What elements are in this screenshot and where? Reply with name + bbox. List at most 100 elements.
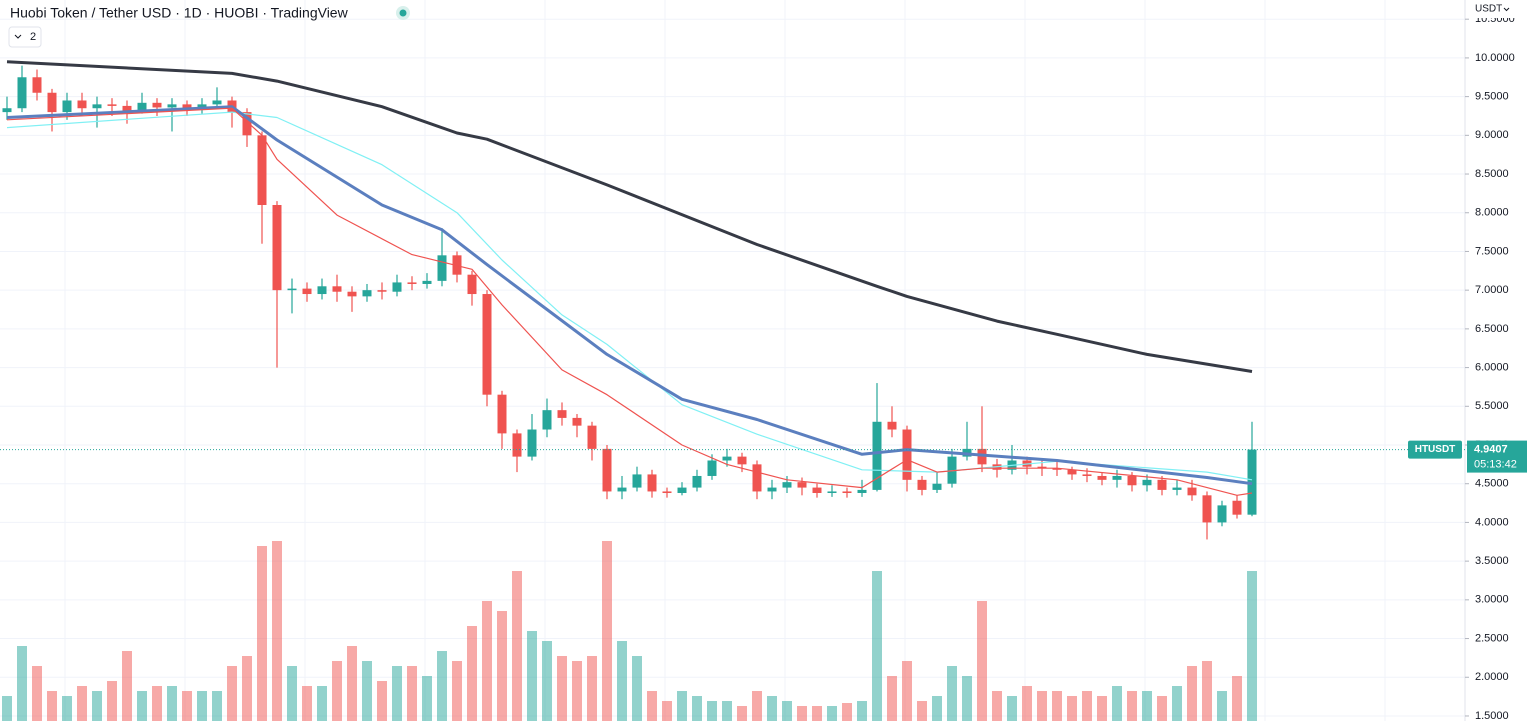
last-price: 4.9407 [1474, 443, 1508, 455]
volume-bar [827, 706, 837, 721]
candle-body [437, 255, 447, 281]
volume-bar [152, 686, 162, 721]
candle-body [122, 105, 132, 111]
candle-body [527, 429, 537, 457]
moving-average [6, 60, 1253, 373]
candle-body [842, 491, 852, 494]
price-tag [1467, 440, 1527, 473]
volume-bar [1007, 696, 1017, 721]
volume-bar [437, 651, 447, 721]
price-axis [1465, 0, 1533, 721]
candle-body [1097, 475, 1107, 480]
candle-body [467, 274, 477, 295]
volume-bar [962, 676, 972, 721]
volume-bar [542, 641, 552, 721]
candle-body [47, 92, 57, 113]
volume-bar [617, 641, 627, 721]
y-tick-label: 4.5000 [1475, 478, 1509, 490]
volume-bar [977, 601, 987, 721]
candle-body [722, 456, 732, 461]
candle-body [917, 479, 927, 490]
price-axis-labels: 1.5000 2.0000 2.5000 3.0000 3.5000 4.0000 4.50… [1465, 13, 1515, 721]
volume-bar [452, 661, 462, 721]
volume-bar [902, 661, 912, 721]
volume-bar [1022, 686, 1032, 721]
y-tick-label: 6.5000 [1475, 323, 1509, 335]
volume-bar [1052, 691, 1062, 721]
volume-bar [2, 696, 12, 721]
y-tick-label: 3.0000 [1475, 594, 1509, 606]
volume-pane [2, 541, 1257, 721]
candle-body [542, 410, 552, 430]
volume-bar [47, 691, 57, 721]
volume-bar [32, 666, 42, 721]
currency: USDT [1475, 4, 1502, 15]
candle-body [32, 77, 42, 93]
volume-bar [1172, 686, 1182, 721]
volume-bar [362, 661, 372, 721]
candle-body [602, 448, 612, 492]
candle-body [422, 280, 432, 284]
volume-bar [1037, 691, 1047, 721]
candle-body [497, 394, 507, 434]
candle-body [1232, 500, 1242, 515]
y-tick-label: 8.5000 [1475, 168, 1509, 180]
volume-bar [602, 541, 612, 721]
candle-body [857, 489, 867, 494]
candle-body [1112, 475, 1122, 480]
candle-body [137, 102, 147, 111]
candle-body [482, 294, 492, 395]
volume-bar [482, 601, 492, 721]
candle-body [647, 474, 657, 492]
volume-bar [122, 651, 132, 721]
y-tick-label: 8.0000 [1475, 207, 1509, 219]
candle-body [932, 483, 942, 490]
volume-bar [332, 661, 342, 721]
volume-bar [662, 701, 672, 721]
volume-bar [1082, 691, 1092, 721]
volume-bar [1097, 696, 1107, 721]
volume-bar [497, 611, 507, 721]
y-tick-label: 6.0000 [1475, 361, 1509, 373]
candle-body [872, 421, 882, 490]
volume-bar [677, 691, 687, 721]
candle-body [302, 288, 312, 295]
volume-bar [1112, 686, 1122, 721]
candle-body [632, 474, 642, 488]
candle-body [782, 482, 792, 488]
currency-button[interactable] [1468, 0, 1528, 18]
moving-average [6, 107, 1253, 496]
candle-body [737, 456, 747, 465]
candle-body [1067, 469, 1077, 475]
candle-body [1202, 495, 1212, 523]
candle-body [17, 77, 27, 109]
y-tick-label: 2.0000 [1475, 671, 1509, 683]
volume-bar [227, 666, 237, 721]
candle-body [1037, 466, 1047, 469]
candle-body [707, 460, 717, 476]
candle-body [587, 425, 597, 449]
volume-bar [377, 681, 387, 721]
candle-body [242, 112, 252, 136]
y-tick-label: 5.5000 [1475, 400, 1509, 412]
moving-average [6, 111, 1253, 481]
indicator-toggle[interactable] [8, 26, 42, 48]
chart-title: Huobi Token / Tether USD · 1D · HUOBI · … [10, 5, 349, 21]
volume-bar [1127, 691, 1137, 721]
volume-bar [62, 696, 72, 721]
countdown: 05:13:42 [1474, 458, 1517, 470]
volume-bar [1187, 666, 1197, 721]
volume-bar [722, 701, 732, 721]
candle-body [167, 104, 177, 108]
volume-bar [182, 691, 192, 721]
volume-bar [572, 661, 582, 721]
candle-body [1172, 487, 1182, 490]
volume-bar [257, 546, 267, 721]
y-tick-label: 3.5000 [1475, 555, 1509, 567]
y-tick-label: 9.5000 [1475, 91, 1509, 103]
candle-body [452, 255, 462, 275]
volume-bar [932, 696, 942, 721]
y-tick-label: 9.0000 [1475, 129, 1509, 141]
y-tick-label: 7.5000 [1475, 245, 1509, 257]
